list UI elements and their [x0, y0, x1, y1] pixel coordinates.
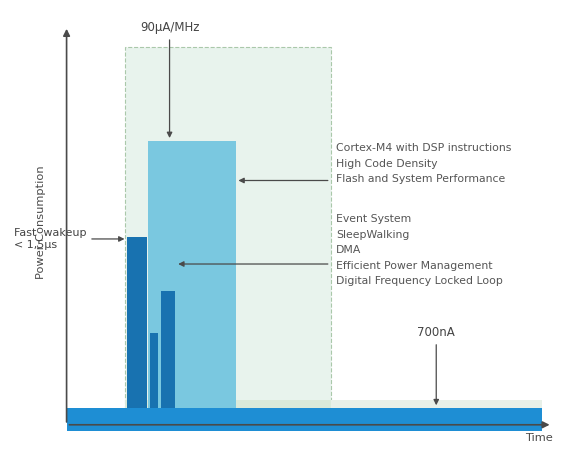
- Text: 700nA: 700nA: [417, 326, 455, 404]
- Bar: [125, 47, 331, 425]
- Text: Fast  wakeup
< 1,5μs: Fast wakeup < 1,5μs: [14, 228, 123, 250]
- Text: Event System
SleepWalking
DMA
Efficient Power Management
Digital Frequency Locke: Event System SleepWalking DMA Efficient …: [336, 214, 503, 286]
- Bar: [127, 237, 148, 425]
- Bar: [149, 141, 235, 425]
- Bar: [161, 291, 176, 425]
- Bar: [150, 333, 158, 425]
- Text: Time: Time: [525, 433, 552, 443]
- Text: Power Consumption: Power Consumption: [36, 165, 46, 279]
- Bar: [67, 408, 542, 431]
- Text: 90μA/MHz: 90μA/MHz: [140, 22, 199, 136]
- Bar: [331, 400, 542, 425]
- Text: Cortex-M4 with DSP instructions
High Code Density
Flash and System Performance: Cortex-M4 with DSP instructions High Cod…: [336, 143, 511, 184]
- Bar: [125, 400, 331, 425]
